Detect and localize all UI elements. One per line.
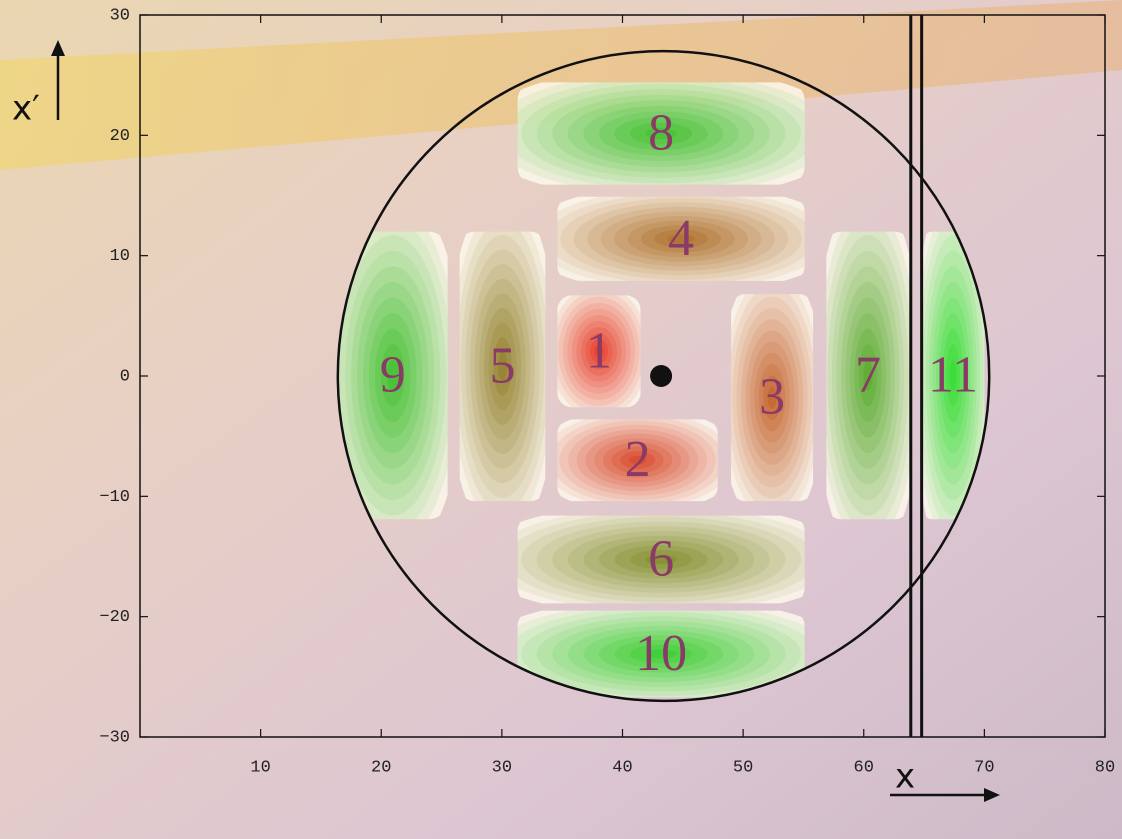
blob-label: 8 — [648, 104, 674, 161]
blob-contour — [767, 386, 777, 409]
y-tick-label: 30 — [110, 6, 130, 25]
blob-label: 10 — [635, 625, 687, 682]
y-arrow-head — [51, 40, 65, 56]
x-arrow-head — [984, 788, 1000, 802]
y-tick-label: −10 — [99, 488, 130, 507]
x-tick-label: 60 — [854, 758, 874, 777]
blob-contour — [628, 455, 647, 465]
blob-label: 3 — [759, 369, 785, 426]
y-tick-label: 10 — [110, 247, 130, 266]
blob-label: 7 — [855, 346, 881, 403]
x-tick-label: 80 — [1095, 758, 1115, 777]
plot-layer: 10 20 30 40 50 60 70 80 −30 −20 −10 0 10 20 30 12 3 4 5 6 7 8… — [99, 6, 1115, 777]
y-tick-label: 0 — [120, 367, 130, 386]
blob — [459, 231, 546, 502]
blob-label: 11 — [928, 346, 978, 403]
blob-label: 4 — [668, 210, 694, 267]
blob-label: 5 — [489, 337, 515, 394]
blob — [337, 231, 448, 520]
blob — [517, 610, 805, 698]
x-axis-label: x — [895, 757, 915, 797]
blob — [731, 294, 814, 502]
aperture — [336, 49, 991, 703]
blob — [921, 231, 985, 520]
blob-contour — [645, 649, 677, 659]
x-tick-label: 70 — [974, 758, 994, 777]
blob-contour — [645, 554, 677, 565]
y-tick-label: 20 — [110, 127, 130, 146]
blob-contour — [594, 345, 604, 358]
x-tick-label: 50 — [733, 758, 753, 777]
blob — [557, 295, 641, 408]
blob-contour — [667, 234, 695, 244]
blob-label: 6 — [648, 530, 674, 587]
blobs — [337, 82, 985, 698]
blob — [826, 231, 910, 520]
y-tick-label: −30 — [99, 728, 130, 747]
y-tick-label: −20 — [99, 608, 130, 627]
blob-contour — [949, 359, 957, 391]
blob-contour — [497, 351, 508, 381]
blob — [557, 419, 718, 502]
blob-label: 2 — [625, 431, 651, 488]
x-tick-label: 20 — [371, 758, 391, 777]
blob-label: 1 — [586, 322, 612, 379]
beam — [650, 365, 673, 387]
blob-contour — [386, 359, 399, 391]
x-tick-label: 40 — [612, 758, 632, 777]
blob — [557, 196, 805, 281]
blob-contour — [863, 359, 873, 391]
blob — [517, 515, 805, 604]
x-tick-label: 10 — [250, 758, 270, 777]
blob-contour — [645, 127, 677, 140]
blob — [517, 82, 805, 185]
x-tick-label: 30 — [492, 758, 512, 777]
blob-label: 9 — [380, 346, 406, 403]
y-axis-label: x′ — [12, 89, 40, 129]
